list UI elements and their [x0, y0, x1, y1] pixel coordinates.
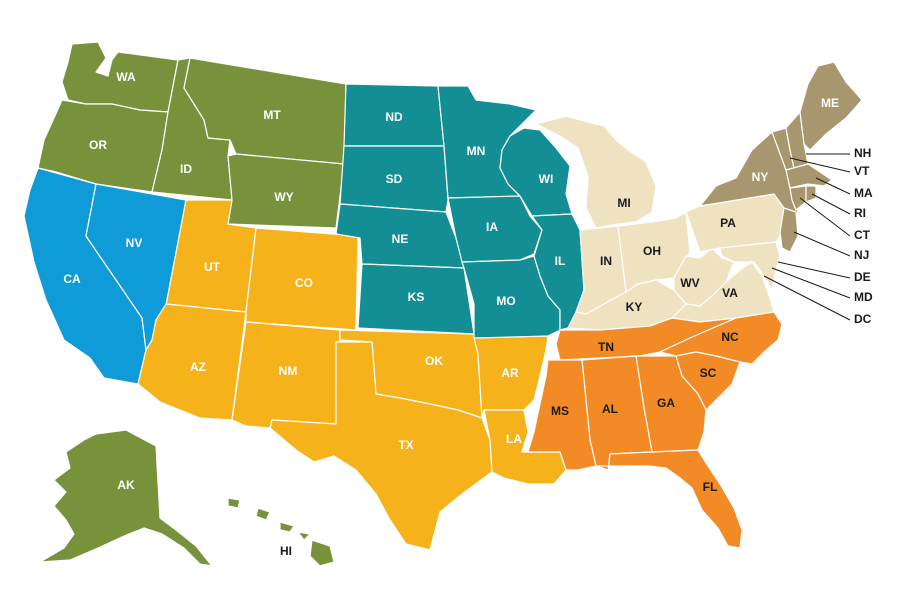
state-ms[interactable] — [527, 359, 597, 471]
label-co: CO — [295, 276, 313, 290]
label-mn: MN — [467, 144, 486, 158]
region-east-central — [535, 115, 785, 331]
state-az[interactable] — [137, 303, 247, 421]
state-ri[interactable] — [805, 185, 817, 203]
label-ky: KY — [626, 300, 643, 314]
label-wv: WV — [680, 276, 699, 290]
region-pacific-sw — [23, 167, 187, 385]
label-sd: SD — [386, 172, 403, 186]
label-fl: FL — [703, 480, 718, 494]
callout-ma: MA — [854, 186, 873, 200]
region-northeast — [699, 61, 863, 253]
label-wi: WI — [539, 172, 554, 186]
label-ok: OK — [425, 354, 443, 368]
label-hi: HI — [280, 544, 292, 558]
state-tx[interactable] — [269, 341, 493, 551]
label-al: AL — [602, 402, 618, 416]
label-me: ME — [821, 96, 839, 110]
state-ct[interactable] — [789, 185, 807, 211]
label-wa: WA — [116, 70, 136, 84]
label-nm: NM — [279, 364, 298, 378]
callout-labels: NH VT MA RI CT NJ DE MD DC — [854, 146, 873, 326]
state-ar[interactable] — [473, 335, 549, 419]
label-ut: UT — [204, 260, 221, 274]
label-in: IN — [600, 254, 612, 268]
state-me[interactable] — [799, 61, 863, 151]
label-mo: MO — [496, 294, 515, 308]
label-pa: PA — [720, 216, 736, 230]
label-ny: NY — [752, 170, 769, 184]
callout-nj: NJ — [854, 248, 869, 262]
state-sd[interactable] — [339, 145, 449, 213]
region-mountain-sw — [137, 199, 567, 551]
label-ar: AR — [501, 366, 519, 380]
label-ak: AK — [117, 478, 135, 492]
label-mt: MT — [263, 108, 281, 122]
label-ga: GA — [657, 396, 675, 410]
label-nc: NC — [721, 330, 739, 344]
state-labels: WA OR ID MT WY CA NV UT CO AZ NM OK TX A… — [63, 70, 839, 558]
callout-de: DE — [854, 270, 871, 284]
label-nd: ND — [385, 110, 403, 124]
label-va: VA — [722, 286, 738, 300]
callout-md: MD — [854, 290, 873, 304]
state-ma[interactable] — [785, 163, 833, 189]
label-ne: NE — [392, 232, 409, 246]
label-oh: OH — [643, 244, 661, 258]
label-il: IL — [555, 254, 566, 268]
callout-dc: DC — [854, 312, 872, 326]
label-wy: WY — [274, 190, 293, 204]
state-fl[interactable] — [595, 449, 743, 549]
label-or: OR — [89, 138, 107, 152]
callout-nh: NH — [854, 146, 871, 160]
state-mi[interactable] — [535, 115, 657, 229]
label-az: AZ — [190, 360, 206, 374]
label-tn: TN — [598, 340, 614, 354]
state-nj[interactable] — [779, 207, 799, 253]
callout-vt: VT — [854, 164, 870, 178]
label-nv: NV — [126, 236, 143, 250]
label-mi: MI — [617, 196, 630, 210]
label-sc: SC — [700, 366, 717, 380]
callout-ct: CT — [854, 228, 871, 242]
label-ia: IA — [486, 220, 498, 234]
state-la[interactable] — [483, 409, 567, 485]
label-la: LA — [506, 432, 522, 446]
callout-leaders — [763, 153, 851, 321]
label-ks: KS — [408, 290, 425, 304]
label-tx: TX — [398, 438, 413, 452]
label-ms: MS — [551, 404, 569, 418]
region-midwest — [335, 83, 585, 339]
callout-ri: RI — [854, 206, 866, 220]
state-ak[interactable] — [39, 429, 213, 567]
state-hi[interactable] — [227, 497, 335, 567]
label-ca: CA — [63, 272, 81, 286]
label-id: ID — [180, 162, 192, 176]
region-southeast — [527, 311, 783, 549]
